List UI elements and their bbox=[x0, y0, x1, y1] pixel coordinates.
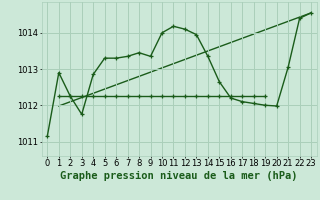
X-axis label: Graphe pression niveau de la mer (hPa): Graphe pression niveau de la mer (hPa) bbox=[60, 171, 298, 181]
